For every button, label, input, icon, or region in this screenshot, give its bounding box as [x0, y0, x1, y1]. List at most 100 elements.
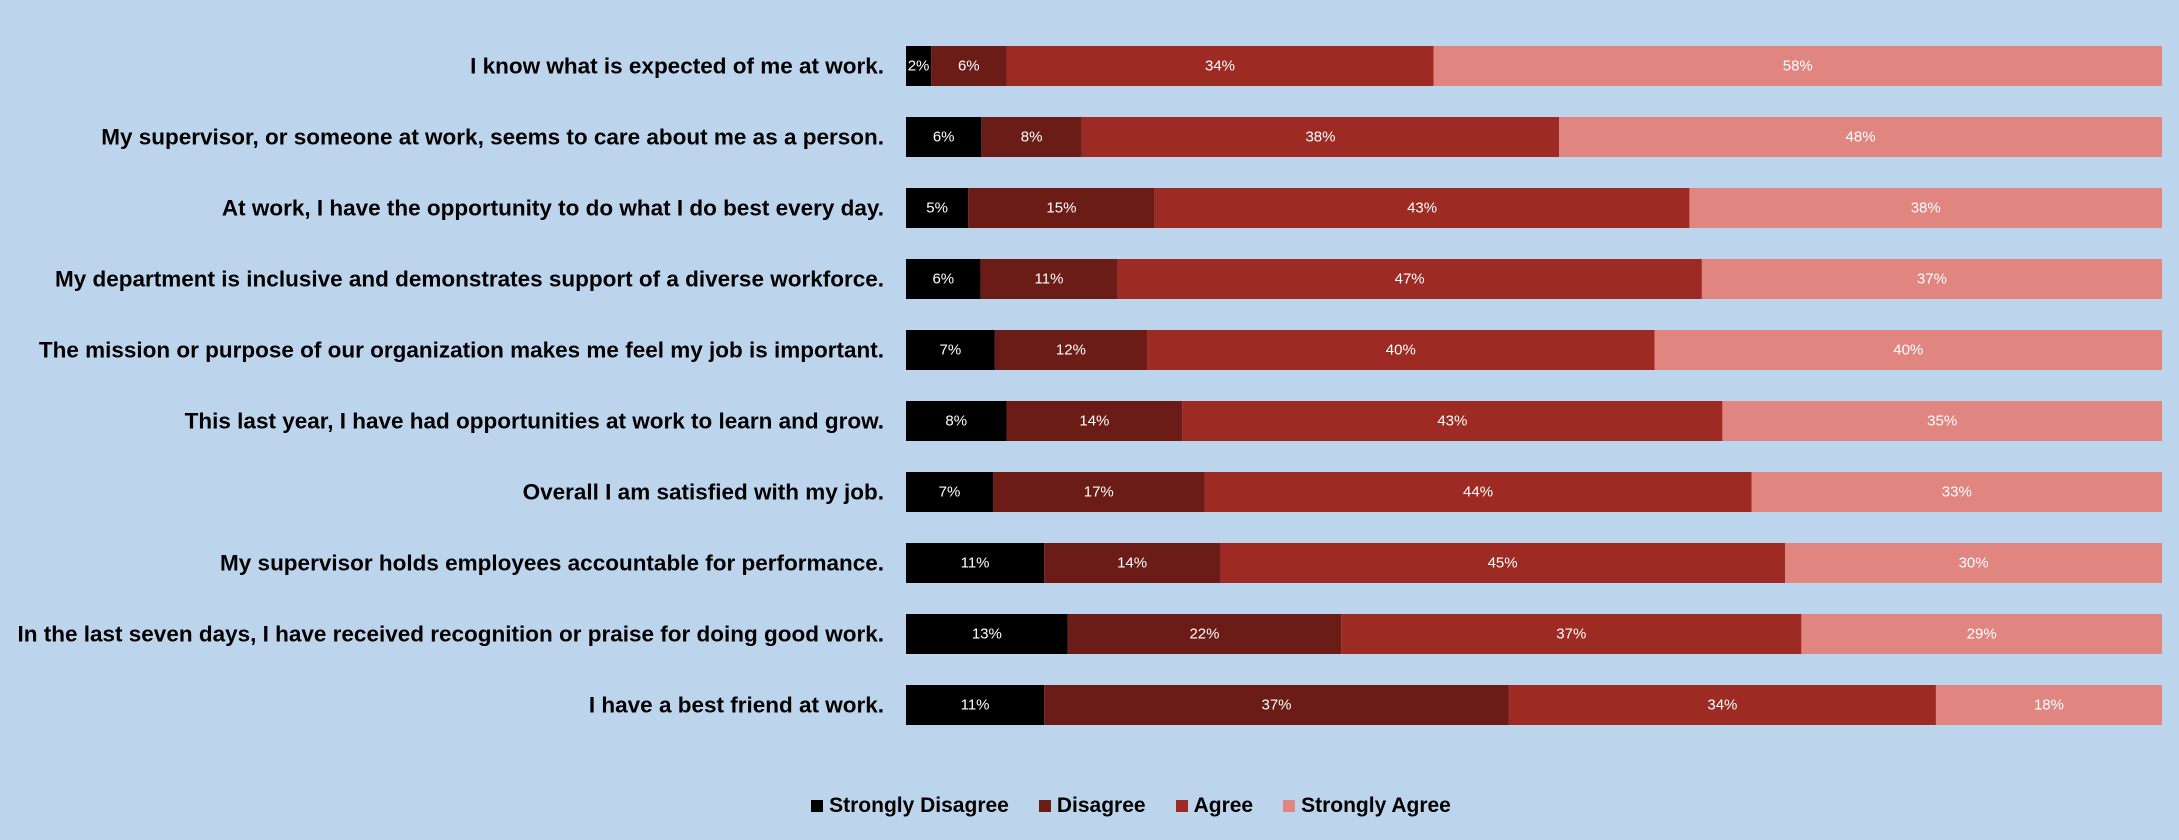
legend-label: Disagree — [1056, 794, 1146, 817]
bar-segment — [906, 543, 1045, 583]
bar-segment — [993, 472, 1205, 512]
bar-segment — [1785, 543, 2162, 583]
data-label: 58% — [1783, 58, 1813, 75]
data-label: 43% — [1437, 413, 1467, 430]
data-label: 40% — [1386, 342, 1416, 359]
bar-segment — [906, 46, 932, 86]
bar-segment — [906, 188, 969, 228]
data-label: 18% — [2034, 697, 2064, 714]
data-label: 15% — [1046, 200, 1076, 217]
category-label: In the last seven days, I have received … — [18, 622, 884, 647]
bar-segment — [1751, 472, 2162, 512]
bar-segment — [1935, 685, 2162, 725]
data-label: 40% — [1893, 342, 1923, 359]
bar-segment — [906, 330, 995, 370]
data-label: 22% — [1189, 626, 1219, 643]
category-label: I have a best friend at work. — [589, 693, 884, 718]
legend-item: Agree — [1175, 794, 1254, 818]
data-label: 11% — [1035, 271, 1064, 288]
category-label: My supervisor, or someone at work, seems… — [101, 125, 884, 150]
data-label: 34% — [1707, 697, 1737, 714]
bar-segment — [1044, 685, 1509, 725]
data-label: 2% — [908, 58, 930, 75]
data-label: 7% — [939, 484, 961, 501]
bar-segment — [1204, 472, 1752, 512]
legend: Strongly Disagree Disagree Agree Strongly A… — [0, 794, 2179, 818]
bar-segment — [1654, 330, 2162, 370]
data-label: 6% — [932, 271, 954, 288]
bar-segment — [1147, 330, 1655, 370]
bar-segment — [1508, 685, 1936, 725]
category-label: I know what is expected of me at work. — [470, 54, 884, 79]
data-label: 6% — [933, 129, 955, 146]
data-label: 37% — [1917, 271, 1947, 288]
data-label: 44% — [1463, 484, 1493, 501]
bar-segment — [1081, 117, 1560, 157]
bar-segment — [1689, 188, 2162, 228]
bar-segment — [1006, 46, 1434, 86]
data-label: 5% — [926, 200, 948, 217]
bar-segment — [1559, 117, 2162, 157]
bar-segment — [981, 117, 1082, 157]
bar-segment — [1044, 543, 1220, 583]
legend-label: Agree — [1193, 794, 1254, 817]
bar-segment — [980, 259, 1118, 299]
bar-segment — [906, 614, 1068, 654]
data-label: 13% — [972, 626, 1002, 643]
data-label: 45% — [1488, 555, 1518, 572]
bar-segment — [906, 401, 1007, 441]
bar-segment — [906, 117, 982, 157]
legend-swatch — [811, 800, 824, 812]
bar-segment — [1722, 401, 2162, 441]
data-label: 34% — [1205, 58, 1235, 75]
data-label: 48% — [1846, 129, 1876, 146]
data-label: 8% — [945, 413, 967, 430]
data-label: 38% — [1911, 200, 1941, 217]
data-label: 33% — [1942, 484, 1972, 501]
data-label: 11% — [961, 555, 990, 572]
legend-item: Strongly Agree — [1283, 794, 1451, 818]
bar-segment — [906, 259, 981, 299]
data-label: 6% — [958, 58, 980, 75]
bar-segment — [1801, 614, 2162, 654]
data-label: 29% — [1967, 626, 1997, 643]
data-label: 43% — [1407, 200, 1437, 217]
bar-segment — [1433, 46, 2162, 86]
category-label: My department is inclusive and demonstra… — [55, 267, 884, 292]
data-label: 30% — [1959, 555, 1989, 572]
category-label: This last year, I have had opportunities… — [185, 409, 884, 434]
data-label: 37% — [1262, 697, 1292, 714]
category-label: The mission or purpose of our organizati… — [39, 338, 884, 363]
data-label: 14% — [1079, 413, 1109, 430]
bar-segment — [1117, 259, 1702, 299]
bar-segment — [1154, 188, 1690, 228]
legend-label: Strongly Agree — [1301, 794, 1451, 817]
bar-segment — [1220, 543, 1786, 583]
bar-segment — [931, 46, 1007, 86]
category-label: Overall I am satisfied with my job. — [523, 480, 884, 505]
bar-segment — [994, 330, 1148, 370]
legend-label: Strongly Disagree — [829, 794, 1009, 817]
data-label: 14% — [1117, 555, 1147, 572]
data-label: 12% — [1056, 342, 1086, 359]
bar-segment — [906, 472, 994, 512]
bar-segment — [1067, 614, 1342, 654]
legend-swatch — [1175, 800, 1188, 812]
legend-swatch — [1038, 800, 1051, 812]
legend-swatch — [1283, 800, 1296, 812]
data-label: 47% — [1395, 271, 1425, 288]
bar-segment — [906, 685, 1045, 725]
data-label: 38% — [1305, 129, 1335, 146]
bar-segment — [968, 188, 1155, 228]
legend-item: Disagree — [1038, 794, 1146, 818]
bar-segment — [1182, 401, 1723, 441]
bar-segment — [1341, 614, 1802, 654]
data-label: 17% — [1084, 484, 1114, 501]
data-label: 35% — [1927, 413, 1957, 430]
data-label: 11% — [961, 697, 990, 714]
bar-segment — [1701, 259, 2162, 299]
category-label: At work, I have the opportunity to do wh… — [222, 196, 884, 221]
data-label: 8% — [1021, 129, 1043, 146]
data-label: 37% — [1556, 626, 1586, 643]
